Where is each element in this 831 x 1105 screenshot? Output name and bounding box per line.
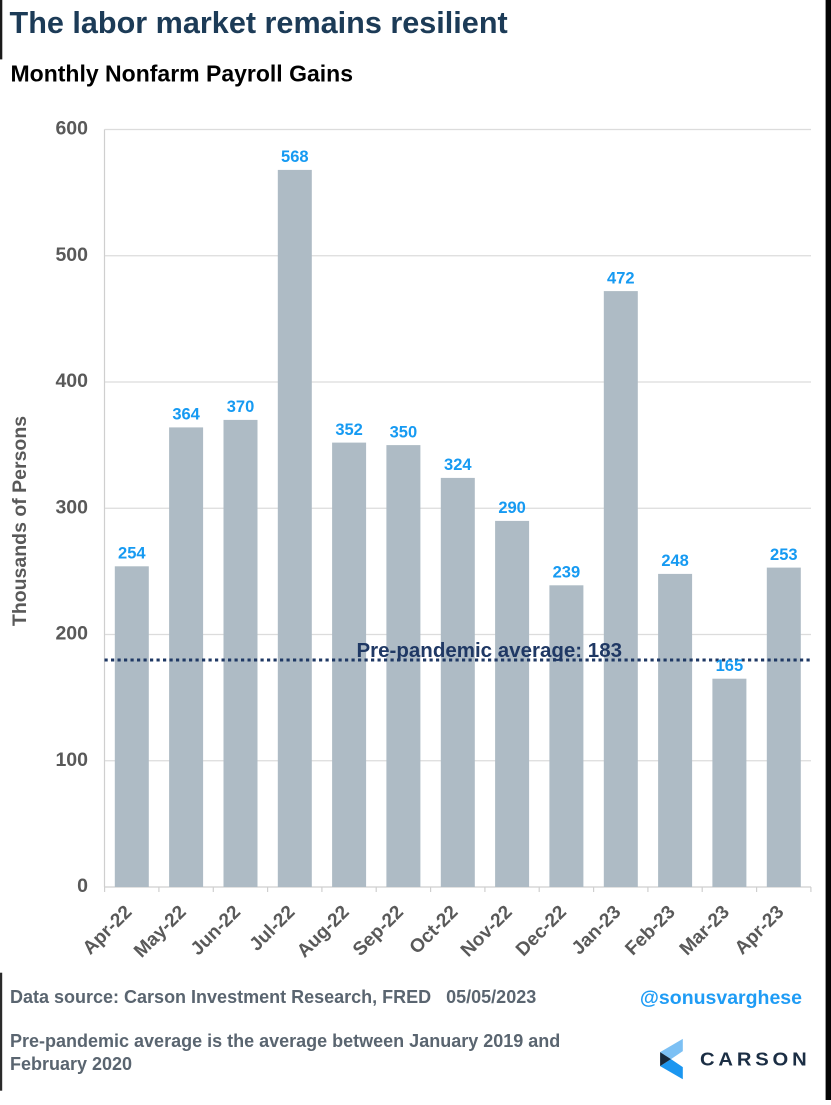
svg-text:@sonusvarghese: @sonusvarghese: [640, 987, 802, 1009]
svg-text:290: 290: [498, 499, 526, 517]
svg-text:352: 352: [335, 421, 363, 439]
svg-text:Pre-pandemic average: 183: Pre-pandemic average: 183: [357, 639, 623, 662]
svg-text:Data source: Carson Investment: Data source: Carson Investment Research,…: [10, 987, 536, 1007]
svg-text:253: 253: [770, 546, 798, 564]
svg-text:Thousands of Persons: Thousands of Persons: [9, 416, 31, 626]
svg-text:The labor market remains resil: The labor market remains resilient: [10, 6, 508, 40]
svg-text:500: 500: [55, 244, 88, 266]
svg-text:100: 100: [55, 749, 88, 771]
svg-text:Monthly Nonfarm Payroll Gains: Monthly Nonfarm Payroll Gains: [11, 61, 354, 87]
svg-text:239: 239: [553, 564, 581, 582]
svg-text:400: 400: [55, 370, 88, 392]
svg-text:165: 165: [716, 657, 744, 675]
svg-text:254: 254: [118, 545, 146, 563]
svg-text:CARSON: CARSON: [700, 1050, 811, 1070]
svg-text:0: 0: [77, 875, 88, 897]
svg-text:370: 370: [227, 398, 255, 416]
svg-text:248: 248: [661, 552, 689, 570]
svg-text:324: 324: [444, 456, 472, 474]
svg-text:364: 364: [172, 406, 200, 424]
svg-text:600: 600: [55, 118, 88, 140]
svg-text:February 2020: February 2020: [10, 1054, 132, 1074]
svg-text:200: 200: [55, 623, 88, 645]
svg-text:Pre-pandemic average is the av: Pre-pandemic average is the average betw…: [10, 1031, 560, 1051]
svg-text:568: 568: [281, 148, 309, 166]
svg-text:300: 300: [55, 497, 88, 519]
svg-text:350: 350: [390, 423, 418, 441]
svg-text:472: 472: [607, 269, 635, 287]
